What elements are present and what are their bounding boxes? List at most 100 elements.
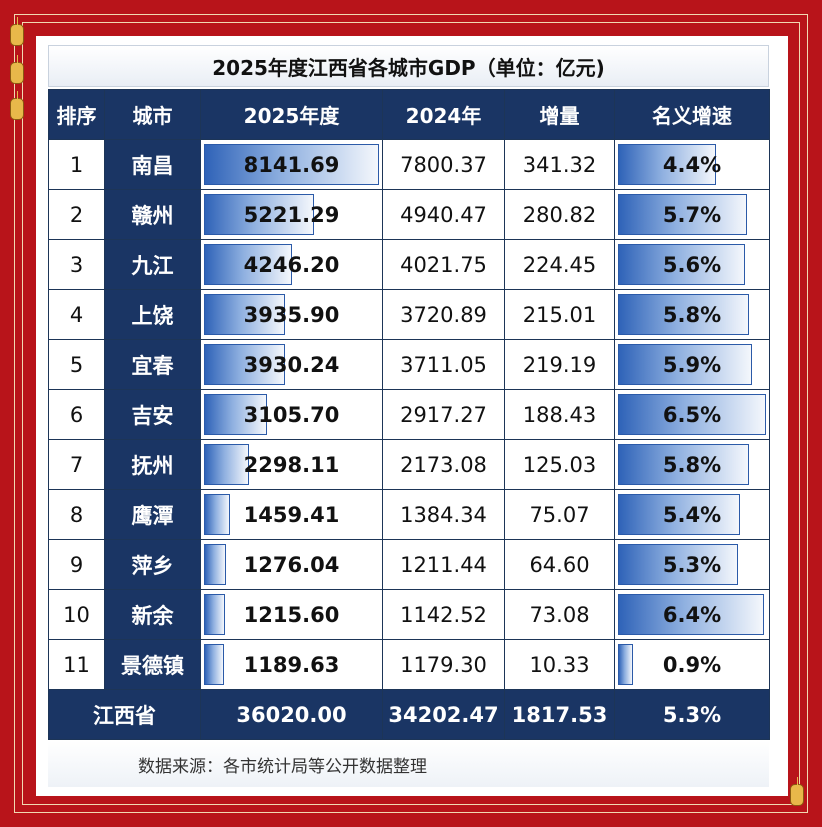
rank-cell: 7 <box>48 439 105 490</box>
growth-bar <box>618 244 745 285</box>
growth-bar <box>618 544 738 585</box>
gdp2025-cell: 8141.69 <box>200 139 383 190</box>
gdp-bar <box>204 544 227 585</box>
growth-cell-value: 5.8% <box>662 302 722 327</box>
growth-cell: 0.9% <box>614 639 770 690</box>
gdp2024-cell: 3720.89 <box>382 289 505 340</box>
growth-bar <box>618 194 748 235</box>
lantern-icon <box>10 91 24 120</box>
rank-cell: 2 <box>48 189 105 240</box>
growth-bar <box>618 344 752 385</box>
increase-cell: 341.32 <box>504 139 615 190</box>
gdp2025-cell: 3105.70 <box>200 389 383 440</box>
city-cell: 抚州 <box>104 439 201 490</box>
gdp2025-cell-value: 8141.69 <box>243 152 340 177</box>
gdp2025-cell-value: 1276.04 <box>243 552 340 577</box>
table-row: 7 抚州 2298.11 2173.08 125.03 5.8% <box>48 439 770 490</box>
table-row: 10 新余 1215.60 1142.52 73.08 6.4% <box>48 589 770 640</box>
gdp2024-cell: 1384.34 <box>382 489 505 540</box>
gdp-bar <box>204 494 231 535</box>
growth-cell-value: 6.5% <box>662 402 722 427</box>
total-gdp2025: 36020.00 <box>200 689 383 740</box>
gdp2025-cell-value: 4246.20 <box>243 252 340 277</box>
increase-cell: 75.07 <box>504 489 615 540</box>
gdp-bar <box>204 394 268 435</box>
growth-cell-value: 0.9% <box>662 652 722 677</box>
rank-cell: 3 <box>48 239 105 290</box>
increase-cell: 188.43 <box>504 389 615 440</box>
column-header: 排序 <box>48 89 105 140</box>
rank-cell: 6 <box>48 389 105 440</box>
table-row: 2 赣州 5221.29 4940.47 280.82 5.7% <box>48 189 770 240</box>
total-growth: 5.3% <box>614 689 770 740</box>
table-body: 1 南昌 8141.69 7800.37 341.32 4.4% 2 赣州 5221.29 494… <box>48 139 770 690</box>
column-header: 城市 <box>104 89 201 140</box>
table-row: 3 九江 4246.20 4021.75 224.45 5.6% <box>48 239 770 290</box>
gdp-bar <box>204 244 293 285</box>
growth-cell: 5.7% <box>614 189 770 240</box>
rank-cell: 5 <box>48 339 105 390</box>
city-cell: 上饶 <box>104 289 201 340</box>
increase-cell: 10.33 <box>504 639 615 690</box>
city-cell: 鹰潭 <box>104 489 201 540</box>
gdp2025-cell: 1276.04 <box>200 539 383 590</box>
city-cell: 萍乡 <box>104 539 201 590</box>
growth-cell-value: 4.4% <box>662 152 722 177</box>
gdp-bar <box>204 144 379 185</box>
gdp-bar <box>204 594 226 635</box>
growth-cell-value: 5.6% <box>662 252 722 277</box>
growth-cell: 5.6% <box>614 239 770 290</box>
data-source-note: 数据来源：各市统计局等公开数据整理 <box>48 741 769 787</box>
gdp2025-cell-value: 1215.60 <box>243 602 340 627</box>
gdp2025-cell: 1459.41 <box>200 489 383 540</box>
gdp2025-cell: 3930.24 <box>200 339 383 390</box>
growth-cell-value: 6.4% <box>662 602 722 627</box>
chart-title: 2025年度江西省各城市GDP（单位：亿元) <box>48 45 769 87</box>
rank-cell: 10 <box>48 589 105 640</box>
growth-cell: 4.4% <box>614 139 770 190</box>
gdp2025-cell: 2298.11 <box>200 439 383 490</box>
gdp2024-cell: 4940.47 <box>382 189 505 240</box>
growth-cell-value: 5.7% <box>662 202 722 227</box>
increase-cell: 215.01 <box>504 289 615 340</box>
rank-cell: 11 <box>48 639 105 690</box>
gdp2024-cell: 4021.75 <box>382 239 505 290</box>
gdp2025-cell: 3935.90 <box>200 289 383 340</box>
lantern-icon <box>10 17 24 46</box>
gdp-bar <box>204 294 286 335</box>
gdp-bar <box>204 194 315 235</box>
gdp-bar <box>204 444 250 485</box>
growth-bar <box>618 294 750 335</box>
total-label: 江西省 <box>48 689 201 740</box>
growth-cell: 5.8% <box>614 439 770 490</box>
lantern-icon <box>10 55 24 84</box>
lantern-icon <box>790 777 804 806</box>
growth-bar <box>618 594 764 635</box>
column-header: 2025年度 <box>200 89 383 140</box>
increase-cell: 73.08 <box>504 589 615 640</box>
city-cell: 赣州 <box>104 189 201 240</box>
growth-bar <box>618 444 750 485</box>
gdp2025-cell: 4246.20 <box>200 239 383 290</box>
increase-cell: 64.60 <box>504 539 615 590</box>
table-row: 11 景德镇 1189.63 1179.30 10.33 0.9% <box>48 639 770 690</box>
growth-cell-value: 5.9% <box>662 352 722 377</box>
rank-cell: 1 <box>48 139 105 190</box>
total-row: 江西省 36020.00 34202.47 1817.53 5.3% <box>48 689 770 740</box>
table-row: 1 南昌 8141.69 7800.37 341.32 4.4% <box>48 139 770 190</box>
gdp2025-cell-value: 2298.11 <box>243 452 340 477</box>
total-gdp2024: 34202.47 <box>382 689 505 740</box>
growth-bar <box>618 394 766 435</box>
increase-cell: 280.82 <box>504 189 615 240</box>
city-cell: 南昌 <box>104 139 201 190</box>
growth-bar <box>618 144 717 185</box>
gdp-table: 排序 城市 2025年度 2024年 增量 名义增速 1 南昌 8141.69 780… <box>48 89 770 740</box>
rank-cell: 4 <box>48 289 105 340</box>
growth-cell-value: 5.3% <box>662 552 722 577</box>
gdp2025-cell-value: 3930.24 <box>243 352 340 377</box>
city-cell: 九江 <box>104 239 201 290</box>
gdp2024-cell: 1211.44 <box>382 539 505 590</box>
header-row: 排序 城市 2025年度 2024年 增量 名义增速 <box>48 89 770 140</box>
growth-cell-value: 5.8% <box>662 452 722 477</box>
gdp2024-cell: 7800.37 <box>382 139 505 190</box>
